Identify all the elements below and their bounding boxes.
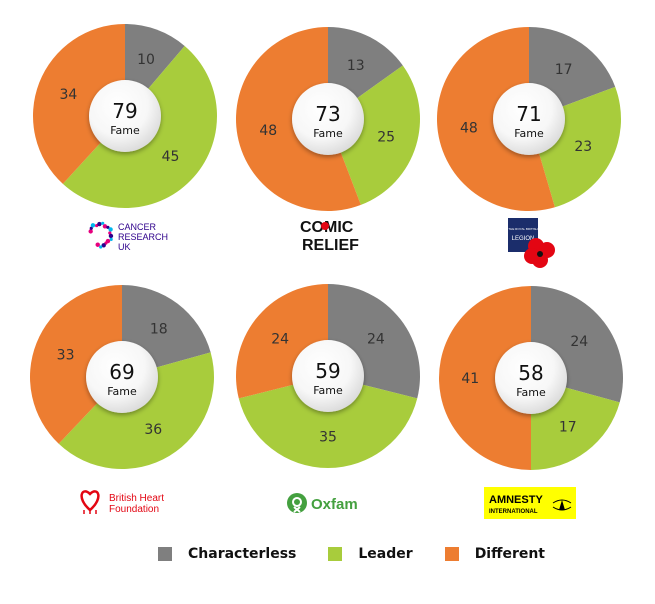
heart-icon bbox=[80, 490, 100, 512]
amnesty-international-logo: AMNESTY INTERNATIONAL bbox=[484, 487, 576, 519]
slice-label-leader: 36 bbox=[144, 422, 162, 438]
slice-label-leader: 17 bbox=[559, 419, 577, 435]
amnesty-text-line1: AMNESTY bbox=[489, 494, 543, 506]
slice-leader bbox=[58, 352, 215, 470]
legend-label-characterless: Characterless bbox=[188, 546, 297, 562]
legend-label-leader: Leader bbox=[358, 546, 413, 562]
oxfam-icon bbox=[287, 493, 307, 513]
slice-label-leader: 23 bbox=[574, 139, 592, 155]
slice-label-characterless: 24 bbox=[570, 334, 588, 350]
cruk-text-line3: UK bbox=[118, 242, 131, 252]
fame-value: 73 bbox=[315, 102, 340, 126]
center-hole bbox=[86, 341, 158, 413]
slice-label-different: 48 bbox=[460, 121, 478, 137]
slice-label-leader: 45 bbox=[162, 149, 180, 165]
fame-caption: Fame bbox=[107, 385, 137, 398]
amnesty-text-line2: INTERNATIONAL bbox=[489, 509, 538, 515]
center-hole bbox=[292, 83, 364, 155]
fame-value: 59 bbox=[315, 359, 340, 383]
fame-value: 69 bbox=[109, 360, 134, 384]
bhf-text-line1: British Heart bbox=[109, 493, 164, 504]
legend-item-different: Different bbox=[444, 546, 546, 562]
slice-label-characterless: 17 bbox=[555, 62, 573, 78]
oxfam-text: Oxfam bbox=[311, 496, 358, 513]
center-hole bbox=[89, 80, 161, 152]
slice-label-different: 41 bbox=[461, 371, 479, 387]
fame-caption: Fame bbox=[514, 127, 544, 140]
slice-label-different: 33 bbox=[57, 348, 75, 364]
fame-caption: Fame bbox=[313, 127, 343, 140]
legion-text-line1: THE ROYAL BRITISH bbox=[508, 227, 537, 231]
legend-swatch-different bbox=[444, 547, 459, 561]
slice-label-different: 34 bbox=[59, 87, 77, 103]
slice-different bbox=[439, 286, 531, 470]
slice-different bbox=[32, 23, 125, 184]
slice-label-characterless: 24 bbox=[367, 332, 385, 348]
legend-item-characterless: Characterless bbox=[158, 546, 296, 562]
poppy-icon bbox=[524, 238, 555, 268]
fame-value: 79 bbox=[112, 99, 137, 123]
oxfam-logo: Oxfam bbox=[287, 493, 358, 513]
fame-value: 58 bbox=[518, 361, 543, 385]
legend-swatch-leader bbox=[328, 547, 343, 561]
slice-label-different: 24 bbox=[271, 332, 289, 348]
comic-relief-logo: COMICRELIEF bbox=[300, 219, 359, 254]
fame-caption: Fame bbox=[110, 124, 140, 137]
fame-value: 71 bbox=[516, 102, 541, 126]
candle-icon bbox=[558, 491, 565, 510]
legend-label-different: Different bbox=[474, 546, 546, 562]
red-nose-icon bbox=[321, 222, 329, 230]
slice-leader bbox=[328, 65, 421, 205]
center-hole bbox=[495, 342, 567, 414]
cruk-text-line1: CANCER bbox=[118, 222, 157, 232]
bhf-text-line2: Foundation bbox=[109, 504, 159, 515]
legend-item-leader: Leader bbox=[328, 546, 413, 562]
slice-label-leader: 25 bbox=[377, 129, 395, 145]
legion-text-line2: LEGION bbox=[512, 236, 535, 242]
fame-caption: Fame bbox=[516, 386, 546, 399]
center-hole bbox=[493, 83, 565, 155]
slice-different bbox=[30, 285, 123, 444]
legend-swatch-characterless bbox=[158, 547, 172, 561]
slice-label-characterless: 18 bbox=[150, 322, 168, 338]
slice-label-characterless: 13 bbox=[347, 58, 365, 74]
slice-leader bbox=[238, 376, 418, 468]
comic-relief-text-line2: RELIEF bbox=[302, 237, 359, 254]
royal-british-legion-logo: THE ROYAL BRITISH LEGION bbox=[508, 218, 555, 268]
slice-label-different: 48 bbox=[259, 123, 277, 139]
cruk-text-line2: RESEARCH bbox=[118, 232, 168, 242]
fame-caption: Fame bbox=[313, 384, 343, 397]
center-hole bbox=[292, 340, 364, 412]
legend: Characterless Leader Different bbox=[158, 546, 577, 562]
slice-label-characterless: 10 bbox=[137, 52, 155, 68]
slice-label-leader: 35 bbox=[319, 430, 337, 446]
